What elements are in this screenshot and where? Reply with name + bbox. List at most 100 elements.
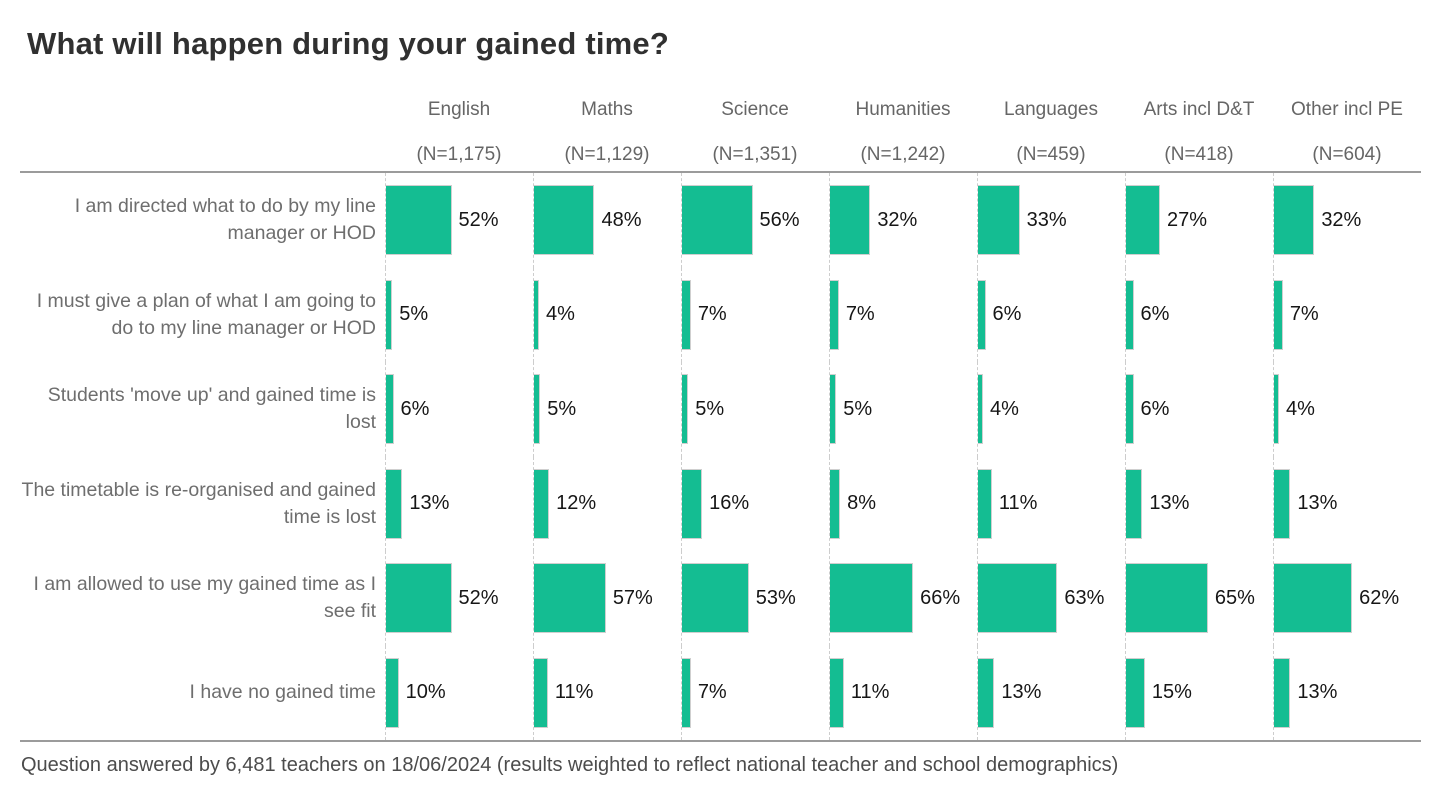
- bar-cell: 53%: [681, 551, 829, 646]
- bar-cell: 52%: [385, 551, 533, 646]
- sample-size-label: (N=1,129): [564, 144, 650, 165]
- bar: [830, 185, 871, 256]
- value-label: 5%: [399, 303, 429, 326]
- sample-size-label: (N=418): [1164, 144, 1234, 165]
- bar-cell: 32%: [829, 173, 977, 268]
- bar: [1126, 279, 1134, 350]
- footnote: Question answered by 6,481 teachers on 1…: [21, 754, 1119, 776]
- bar-cell: 33%: [977, 173, 1125, 268]
- subject-label: Other incl PE: [1291, 99, 1403, 120]
- bar: [534, 279, 540, 350]
- column-header: Humanities (N=1,242): [829, 90, 977, 171]
- bar-cell: 7%: [829, 267, 977, 362]
- value-label: 33%: [1026, 208, 1067, 231]
- header-spacer: [20, 90, 385, 171]
- bar: [386, 185, 452, 256]
- bar-cell: 15%: [1125, 645, 1273, 740]
- bar: [978, 657, 995, 728]
- bar-cell: 6%: [977, 267, 1125, 362]
- bar: [830, 563, 914, 634]
- column-header: English (N=1,175): [385, 90, 533, 171]
- value-label: 6%: [400, 397, 430, 420]
- value-label: 32%: [877, 208, 918, 231]
- bar-cell: 4%: [533, 267, 681, 362]
- value-label: 32%: [1321, 208, 1362, 231]
- bar-cell: 13%: [977, 645, 1125, 740]
- row-label: Students 'move up' and gained time is lo…: [47, 384, 376, 434]
- value-label: 4%: [990, 397, 1019, 420]
- value-label: 62%: [1359, 586, 1400, 609]
- bar-cell: 4%: [977, 362, 1125, 457]
- bar-cell: 7%: [681, 645, 829, 740]
- bar-cell: 6%: [1125, 267, 1273, 362]
- value-label: 12%: [556, 492, 597, 515]
- bar: [978, 185, 1020, 256]
- bar-cell: 7%: [1273, 267, 1421, 362]
- bar: [386, 563, 452, 634]
- bar: [682, 563, 749, 634]
- bar: [830, 374, 837, 445]
- value-label: 11%: [850, 681, 890, 704]
- bar: [1274, 657, 1291, 728]
- value-label: 56%: [759, 208, 800, 231]
- column-header: Science (N=1,351): [681, 90, 829, 171]
- bar: [534, 468, 550, 539]
- bar-cell: 65%: [1125, 551, 1273, 646]
- bar-cell: 5%: [385, 267, 533, 362]
- sample-size-label: (N=1,242): [860, 144, 946, 165]
- bar: [1126, 185, 1161, 256]
- bar-cell: 4%: [1273, 362, 1421, 457]
- column-header: Maths (N=1,129): [533, 90, 681, 171]
- bar: [978, 563, 1058, 634]
- bar: [1274, 374, 1280, 445]
- value-label: 6%: [1140, 303, 1170, 326]
- bar: [1126, 374, 1134, 445]
- bar-cell: 11%: [977, 456, 1125, 551]
- subject-label: Arts incl D&T: [1143, 99, 1255, 120]
- value-label: 5%: [843, 397, 873, 420]
- sample-size-label: (N=604): [1312, 144, 1382, 165]
- bar-cell: 8%: [829, 456, 977, 551]
- bar-cell: 62%: [1273, 551, 1421, 646]
- bar: [1126, 468, 1143, 539]
- subject-label: Science: [721, 99, 789, 120]
- bar: [534, 657, 548, 728]
- value-label: 6%: [992, 303, 1022, 326]
- value-label: 48%: [601, 208, 642, 231]
- bar: [386, 374, 394, 445]
- value-label: 8%: [847, 492, 876, 515]
- bar-cell: 10%: [385, 645, 533, 740]
- bar: [830, 657, 844, 728]
- bar-cell: 56%: [681, 173, 829, 268]
- row-label: I must give a plan of what I am going to…: [36, 289, 376, 339]
- bar-cell: 13%: [385, 456, 533, 551]
- bar-cell: 13%: [1273, 456, 1421, 551]
- bar-cell: 13%: [1273, 645, 1421, 740]
- value-label: 52%: [458, 586, 499, 609]
- bar: [1274, 279, 1283, 350]
- chart-body: I am directed what to do by my line mana…: [20, 173, 1421, 742]
- value-label: 63%: [1064, 586, 1105, 609]
- value-label: 52%: [458, 208, 499, 231]
- bar: [1126, 657, 1145, 728]
- value-label: 57%: [612, 586, 653, 609]
- chart-title: What will happen during your gained time…: [27, 26, 669, 61]
- bar-cell: 13%: [1125, 456, 1273, 551]
- bar: [1274, 563, 1353, 634]
- bar-cell: 7%: [681, 267, 829, 362]
- bar: [1126, 563, 1208, 634]
- value-label: 7%: [1289, 303, 1319, 326]
- bar: [534, 374, 541, 445]
- column-headers: English (N=1,175) Maths (N=1,129) Science (N=…: [20, 90, 1421, 173]
- bar: [534, 185, 595, 256]
- bar: [1274, 468, 1291, 539]
- bar-cell: 48%: [533, 173, 681, 268]
- bar: [978, 468, 992, 539]
- value-label: 16%: [709, 492, 750, 515]
- bar-cell: 66%: [829, 551, 977, 646]
- value-label: 13%: [1149, 492, 1190, 515]
- bar-cell: 12%: [533, 456, 681, 551]
- bar: [682, 279, 691, 350]
- bar-cell: 11%: [533, 645, 681, 740]
